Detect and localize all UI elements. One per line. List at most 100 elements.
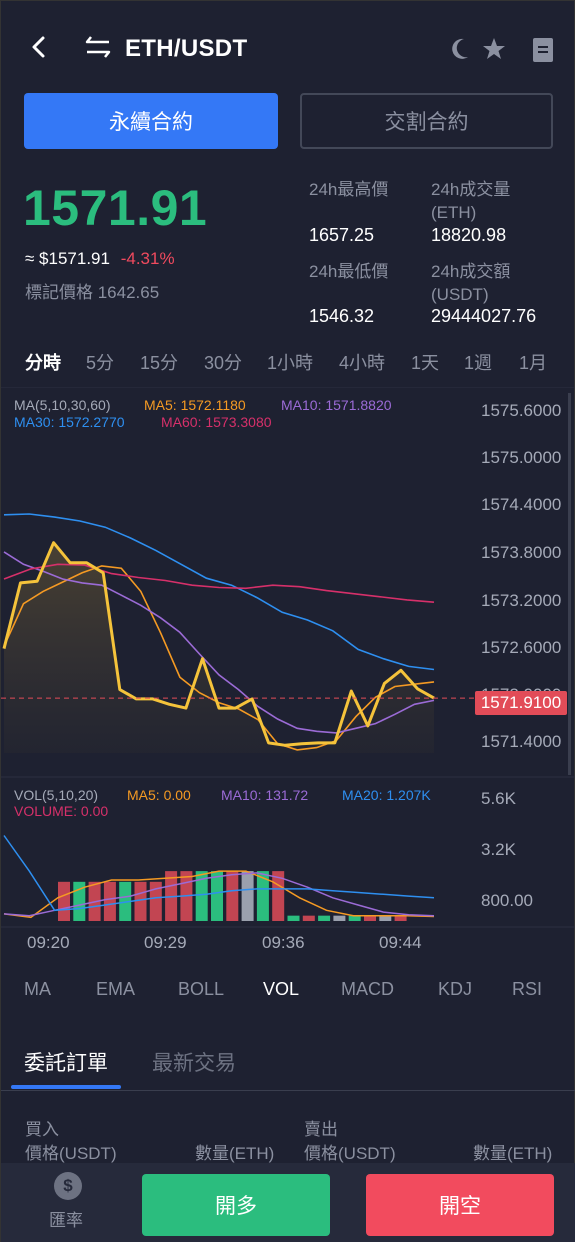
volume-bar — [287, 915, 300, 921]
indicator-tab[interactable]: BOLL — [178, 979, 225, 999]
ma-legend-title: MA(5,10,30,60) — [14, 397, 111, 413]
interval-tab[interactable]: 1天 — [411, 353, 440, 373]
indicator-tabs: MA EMA BOLL VOL MACD KDJ RSI — [1, 975, 575, 1007]
volume-bar — [226, 871, 239, 921]
volume-bar — [195, 871, 208, 921]
open-short-button[interactable]: 開空 — [366, 1174, 554, 1236]
ma10-legend: MA10: 1571.8820 — [281, 397, 392, 413]
mark-price: 標記價格 1642.65 — [25, 283, 160, 302]
interval-tab[interactable]: 1月 — [519, 353, 548, 373]
volume-bar — [394, 915, 407, 921]
exchange-rate-label[interactable]: 匯率 — [49, 1211, 83, 1230]
sell-heading: 賣出 — [304, 1120, 338, 1139]
vol-legend-title: VOL(5,10,20) — [14, 787, 99, 803]
price-line — [2, 541, 435, 747]
interval-tab[interactable]: 1小時 — [267, 353, 314, 373]
volume-bar — [333, 915, 346, 921]
tab-open-orders[interactable]: 委託訂單 — [24, 1052, 108, 1075]
buy-qty-header: 數量(ETH) — [195, 1144, 275, 1163]
change-percent: -4.31% — [120, 249, 175, 268]
buy-heading: 買入 — [25, 1120, 59, 1139]
active-tab-underline — [11, 1085, 121, 1089]
interval-tab[interactable]: 15分 — [140, 353, 179, 373]
buy-price-header: 價格(USDT) — [25, 1144, 117, 1163]
interval-tab[interactable]: 分時 — [25, 353, 61, 373]
kline-chart[interactable]: MA(5,10,30,60) MA5: 1572.1180 MA10: 1571… — [1, 387, 575, 957]
back-icon[interactable] — [29, 33, 49, 61]
chart-canvas — [1, 387, 575, 928]
swap-icon[interactable] — [85, 35, 111, 59]
indicator-tab[interactable]: VOL — [263, 979, 300, 999]
ma5-legend: MA5: 1572.1180 — [144, 397, 246, 413]
indicator-tab[interactable]: MA — [24, 979, 51, 999]
volume-bar — [58, 881, 70, 921]
volume-bar — [73, 881, 86, 921]
price-area — [4, 542, 434, 753]
chart-scrollbar — [568, 393, 571, 775]
y-tick-label: 1573.2000 — [481, 591, 562, 610]
volume-legend: VOLUME: 0.00 — [14, 803, 109, 819]
ma60-legend: MA60: 1573.3080 — [161, 414, 272, 430]
vol-ma10-line — [3, 872, 435, 917]
pair-title[interactable]: ETH/USDT — [125, 35, 248, 62]
document-icon[interactable] — [531, 37, 555, 63]
header: ETH/USDT — [1, 1, 575, 97]
volume-bar — [348, 915, 361, 921]
star-icon[interactable] — [482, 37, 506, 61]
bottom-bar: $ 匯率 開多 開空 — [1, 1163, 575, 1242]
usd-value-line: ≈ $1571.91 -4.31% — [25, 249, 175, 269]
tab-latest-trades[interactable]: 最新交易 — [152, 1052, 236, 1075]
last-price: 1571.91 — [23, 180, 208, 236]
interval-tab[interactable]: 5分 — [86, 353, 115, 373]
indicator-tab[interactable]: EMA — [96, 979, 136, 999]
current-price-tag: 1571.9100 — [475, 691, 567, 715]
vol-ma5-legend: MA5: 0.00 — [127, 787, 191, 803]
x-tick-label: 09:29 — [144, 933, 187, 952]
volume-bar — [211, 871, 223, 921]
volume-eth-value: 18820.98 — [431, 225, 507, 245]
indicator-tab[interactable]: MACD — [341, 979, 394, 999]
volume-usdt-value: 29444027.76 — [431, 306, 537, 326]
interval-tab[interactable]: 4小時 — [339, 353, 386, 373]
volume-bar — [302, 915, 315, 921]
x-tick-label: 09:20 — [27, 933, 70, 952]
interval-tab[interactable]: 30分 — [204, 353, 243, 373]
vol-y-tick-label: 3.2K — [481, 840, 516, 859]
ma5-line — [3, 565, 435, 751]
sell-price-header: 價格(USDT) — [304, 1144, 396, 1163]
indicator-tab[interactable]: KDJ — [438, 979, 473, 999]
interval-tabs: 分時 5分 15分 30分 1小時 4小時 1天 1週 1月 — [1, 349, 575, 381]
vol-ma20-line — [3, 835, 435, 912]
volume-bar — [256, 871, 269, 921]
vol-ma10-legend: MA10: 131.72 — [221, 787, 309, 803]
y-tick-label: 1575.0000 — [481, 448, 562, 467]
volume-bar — [241, 871, 254, 921]
moon-icon[interactable] — [448, 37, 470, 61]
ma10-line — [3, 551, 435, 734]
y-tick-label: 1573.8000 — [481, 543, 562, 562]
volume-bar — [103, 881, 116, 921]
usd-value: ≈ $1571.91 — [25, 249, 110, 268]
dollar-icon[interactable]: $ — [54, 1172, 82, 1200]
volume-bar — [379, 915, 392, 921]
y-tick-label: 1575.6000 — [481, 401, 562, 420]
sell-qty-header: 數量(ETH) — [473, 1144, 553, 1163]
x-tick-label: 09:44 — [379, 933, 422, 952]
high-label: 24h最高價 — [309, 180, 389, 199]
open-long-button[interactable]: 開多 — [142, 1174, 330, 1236]
interval-tab[interactable]: 1週 — [464, 353, 493, 373]
indicator-tab[interactable]: RSI — [512, 979, 543, 999]
x-tick-label: 09:36 — [262, 933, 305, 952]
volume-bar — [149, 881, 162, 921]
ma30-legend: MA30: 1572.2770 — [14, 414, 125, 430]
tab-delivery-contract[interactable]: 交割合約 — [300, 93, 553, 149]
tab-perpetual-contract[interactable]: 永續合約 — [24, 93, 278, 149]
volume-usdt-label: 24h成交額 (USDT) — [431, 262, 511, 304]
low-value: 1546.32 — [309, 306, 375, 326]
ma30-line — [3, 513, 435, 671]
vol-ma5-line — [3, 870, 435, 919]
y-tick-label: 1571.4000 — [481, 732, 562, 751]
y-tick-label: 1574.4000 — [481, 495, 562, 514]
volume-eth-label: 24h成交量 (ETH) — [431, 180, 511, 222]
